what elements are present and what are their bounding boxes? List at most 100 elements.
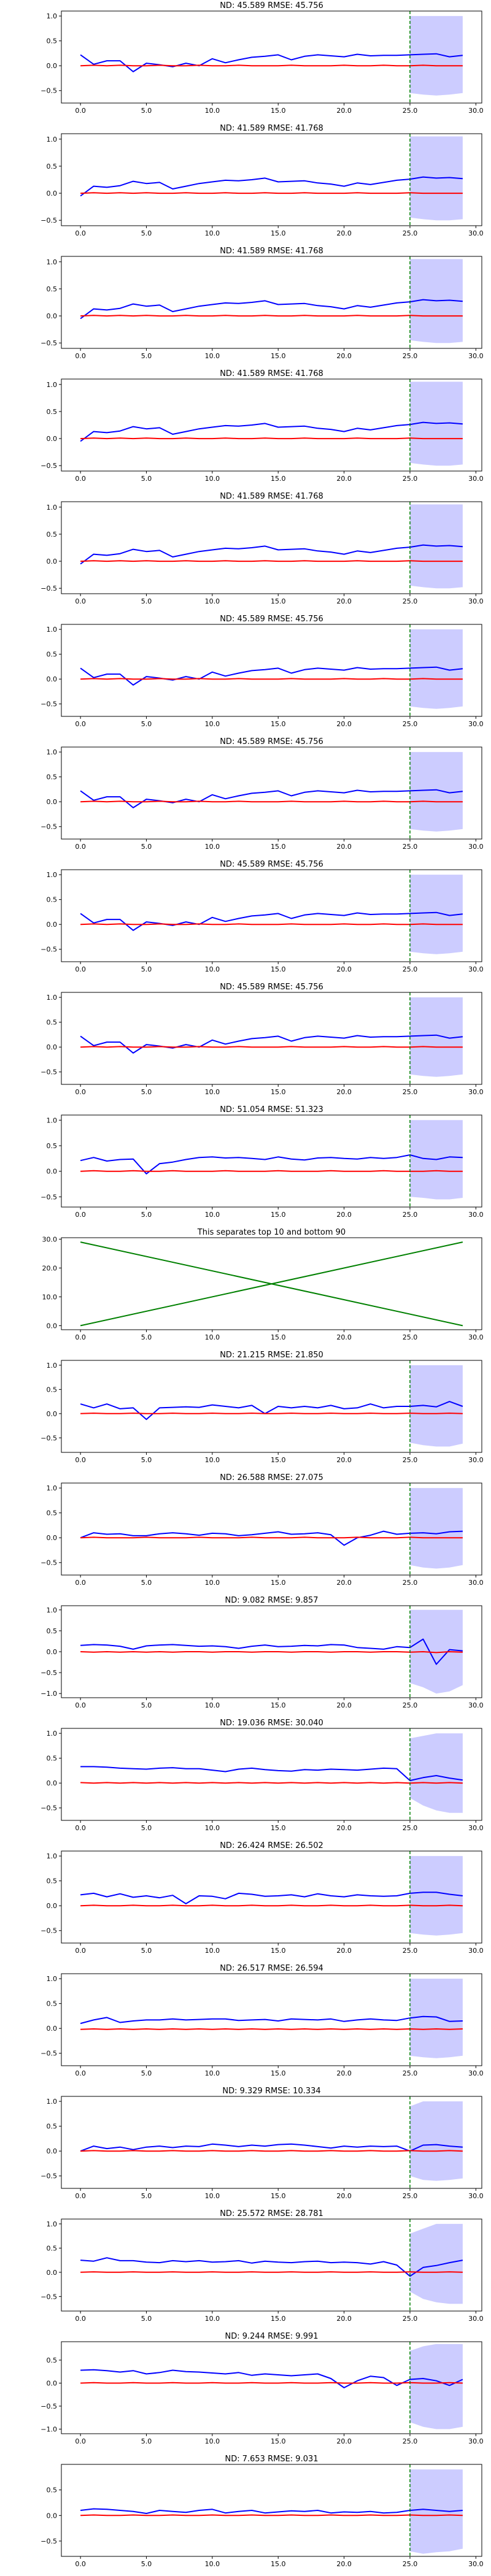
forecast-interval-band bbox=[410, 16, 463, 96]
series-line-2 bbox=[80, 2028, 463, 2030]
series-line-2 bbox=[80, 1904, 463, 1907]
y-tick-label: 0.0 bbox=[47, 798, 58, 806]
series-line-2 bbox=[80, 1536, 463, 1539]
x-tick-label: 5.0 bbox=[141, 965, 152, 973]
y-tick-label: −0.5 bbox=[41, 1804, 57, 1812]
chart-title: ND: 45.589 RMSE: 45.756 bbox=[220, 983, 323, 992]
chart-title: ND: 45.589 RMSE: 45.756 bbox=[220, 615, 323, 624]
series-line-1 bbox=[80, 2143, 463, 2152]
x-tick-label: 5.0 bbox=[141, 1701, 152, 1709]
series-line-1 bbox=[80, 1034, 463, 1054]
x-tick-label: 5.0 bbox=[141, 1579, 152, 1587]
x-tick-label: 10.0 bbox=[205, 1579, 220, 1587]
axes-frame bbox=[61, 746, 482, 840]
chart-panel-20: ND: 9.244 RMSE: 9.991 0.0 5.0 10.0 15.0 20.0 2… bbox=[41, 2332, 483, 2445]
x-tick-label: 5.0 bbox=[141, 1456, 152, 1464]
x-tick-label: 10.0 bbox=[205, 352, 220, 360]
y-tick-label: 0.0 bbox=[47, 558, 58, 565]
forecast-interval-band bbox=[410, 997, 463, 1077]
y-tick-label: 0.0 bbox=[47, 2147, 58, 2155]
plot-area bbox=[80, 2344, 463, 2429]
series-line-1 bbox=[80, 1766, 463, 1782]
x-tick-label: 25.0 bbox=[403, 1211, 418, 1219]
x-tick-label: 15.0 bbox=[271, 1579, 286, 1587]
x-tick-label: 10.0 bbox=[205, 2437, 220, 2445]
y-tick-label: 0.0 bbox=[47, 675, 58, 683]
x-tick-label: 20.0 bbox=[336, 352, 352, 360]
x-tick-label: 0.0 bbox=[75, 2069, 86, 2077]
y-tick-label: −0.5 bbox=[41, 2293, 57, 2301]
x-tick-label: 5.0 bbox=[141, 1088, 152, 1096]
x-tick-label: 0.0 bbox=[75, 1701, 86, 1709]
chart-title: ND: 26.588 RMSE: 27.075 bbox=[220, 1473, 323, 1482]
x-tick-label: 5.0 bbox=[141, 843, 152, 851]
y-tick-label: 1.0 bbox=[47, 2098, 58, 2106]
y-tick-label: −0.5 bbox=[41, 1559, 57, 1567]
y-tick-label: −0.5 bbox=[41, 1193, 57, 1201]
plot-area bbox=[80, 1365, 463, 1447]
y-tick-label: 20.0 bbox=[42, 1264, 58, 1272]
axes-frame bbox=[61, 869, 482, 962]
x-tick-label: 30.0 bbox=[468, 1333, 484, 1341]
y-tick-label: −0.5 bbox=[41, 946, 57, 954]
chart-panel-14: ND: 9.082 RMSE: 9.857 0.0 5.0 10.0 15.0 20.0 2… bbox=[41, 1596, 483, 1709]
x-tick-label: 15.0 bbox=[271, 1211, 286, 1219]
y-tick-label: 1.0 bbox=[47, 871, 58, 879]
forecast-interval-band bbox=[410, 2344, 463, 2429]
x-tick-label: 10.0 bbox=[205, 1211, 220, 1219]
forecast-interval-band bbox=[410, 1733, 463, 1813]
x-tick-label: 5.0 bbox=[141, 2437, 152, 2445]
x-tick-label: 30.0 bbox=[468, 2315, 484, 2323]
series-line-2 bbox=[80, 678, 463, 680]
chart-title: ND: 7.653 RMSE: 9.031 bbox=[225, 2455, 318, 2464]
chart-title: ND: 9.329 RMSE: 10.334 bbox=[222, 2087, 320, 2096]
chart-panel-4: ND: 41.589 RMSE: 41.768 0.0 5.0 10.0 15.0 20.… bbox=[41, 369, 483, 483]
forecast-interval-band bbox=[410, 752, 463, 832]
x-tick-label: 0.0 bbox=[75, 352, 86, 360]
chart-panel-1: ND: 45.589 RMSE: 45.756 0.0 5.0 10.0 15.0 20.… bbox=[41, 1, 483, 115]
y-tick-label: 0.0 bbox=[47, 1322, 58, 1330]
x-tick-label: 10.0 bbox=[205, 965, 220, 973]
x-tick-label: 5.0 bbox=[141, 1824, 152, 1832]
x-tick-label: 15.0 bbox=[271, 352, 286, 360]
x-tick-label: 15.0 bbox=[271, 1947, 286, 1955]
y-tick-label: 0.0 bbox=[47, 921, 58, 929]
x-tick-label: 20.0 bbox=[336, 1947, 352, 1955]
y-tick-label: 0.5 bbox=[47, 1509, 58, 1517]
y-tick-label: 0.5 bbox=[47, 37, 58, 45]
x-tick-label: 5.0 bbox=[141, 720, 152, 728]
x-tick-label: 20.0 bbox=[336, 1333, 352, 1341]
x-tick-label: 20.0 bbox=[336, 475, 352, 483]
chart-title: ND: 41.589 RMSE: 41.768 bbox=[220, 492, 323, 501]
forecast-interval-band bbox=[410, 2469, 463, 2554]
y-tick-label: −0.5 bbox=[41, 87, 57, 95]
y-tick-label: 1.0 bbox=[47, 1852, 58, 1860]
plot-area bbox=[80, 136, 463, 221]
plot-area bbox=[80, 1241, 463, 1327]
y-tick-label: 1.0 bbox=[47, 136, 58, 144]
chart-panel-5: ND: 41.589 RMSE: 41.768 0.0 5.0 10.0 15.0 20.… bbox=[41, 492, 483, 605]
series-line-2 bbox=[80, 800, 463, 803]
x-tick-label: 25.0 bbox=[403, 2437, 418, 2445]
chart-title: ND: 45.589 RMSE: 45.756 bbox=[220, 737, 323, 746]
chart-title: ND: 41.589 RMSE: 41.768 bbox=[220, 369, 323, 378]
x-tick-label: 10.0 bbox=[205, 1088, 220, 1096]
y-tick-label: 0.5 bbox=[47, 2244, 58, 2252]
x-tick-label: 25.0 bbox=[403, 843, 418, 851]
y-tick-label: 0.0 bbox=[47, 62, 58, 70]
x-tick-label: 25.0 bbox=[403, 2192, 418, 2200]
series-line-1 bbox=[80, 421, 463, 442]
axes-frame bbox=[61, 1728, 482, 1821]
chart-panel-19: ND: 25.572 RMSE: 28.781 0.0 5.0 10.0 15.0 20.… bbox=[41, 2209, 484, 2323]
x-tick-label: 30.0 bbox=[468, 1211, 484, 1219]
axes-frame bbox=[61, 133, 482, 226]
forecast-interval-band bbox=[410, 875, 463, 954]
plot-area bbox=[80, 2469, 463, 2554]
series-line-2 bbox=[80, 1782, 463, 1784]
y-tick-label: 0.5 bbox=[47, 1627, 58, 1635]
x-tick-label: 0.0 bbox=[75, 2437, 86, 2445]
x-tick-label: 15.0 bbox=[271, 843, 286, 851]
chart-panel-21: ND: 7.653 RMSE: 9.031 0.0 5.0 10.0 15.0 20.0 2… bbox=[41, 2455, 483, 2568]
x-tick-label: 15.0 bbox=[271, 2560, 286, 2568]
series-line-1 bbox=[80, 911, 463, 931]
